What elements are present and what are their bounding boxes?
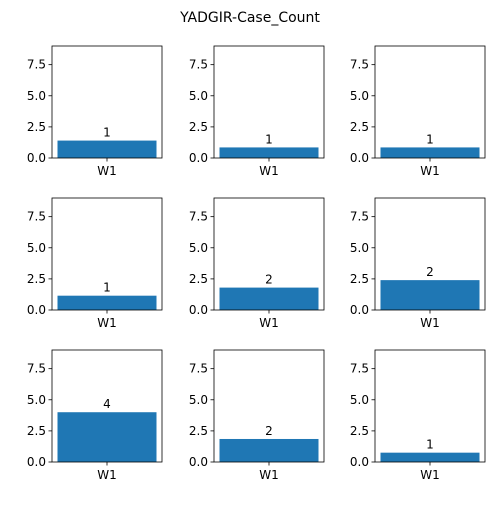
y-tick-label: 7.5 — [350, 210, 369, 224]
y-tick-label: 7.5 — [27, 58, 46, 72]
y-tick-label: 5.0 — [189, 393, 208, 407]
y-tick-label: 0.0 — [350, 151, 369, 165]
y-tick-label: 2.5 — [350, 120, 369, 134]
y-tick-label: 5.0 — [189, 241, 208, 255]
x-tick-label: W1 — [97, 164, 117, 178]
y-tick-label: 2.5 — [350, 424, 369, 438]
y-tick-label: 0.0 — [350, 303, 369, 317]
y-tick-label: 2.5 — [189, 424, 208, 438]
subplot-9: 1 0.0 2.5 5.0 7.5 W1 — [350, 349, 486, 482]
y-tick-label: 0.0 — [189, 151, 208, 165]
bar-value-label: 4 — [103, 397, 111, 411]
bar-w1 — [380, 147, 480, 158]
y-tick-label: 7.5 — [27, 210, 46, 224]
bar-value-label: 1 — [426, 132, 434, 146]
x-tick-label: W1 — [97, 316, 117, 330]
bar-value-label: 2 — [265, 273, 273, 287]
x-tick-label: W1 — [97, 468, 117, 482]
y-tick-label: 5.0 — [27, 89, 46, 103]
y-tick-label: 0.0 — [350, 455, 369, 469]
bar-value-label: 2 — [426, 265, 434, 279]
y-tick-label: 2.5 — [189, 120, 208, 134]
y-tick-label: 7.5 — [189, 210, 208, 224]
y-tick-label: 7.5 — [350, 58, 369, 72]
y-tick-label: 7.5 — [27, 362, 46, 376]
y-tick-label: 5.0 — [27, 393, 46, 407]
bar-value-label: 1 — [103, 126, 111, 140]
y-tick-label: 2.5 — [27, 272, 46, 286]
chart-title: YADGIR-Case_Count — [179, 10, 320, 26]
bar-value-label: 1 — [426, 438, 434, 452]
bar-w1 — [219, 438, 319, 462]
y-tick-label: 2.5 — [350, 272, 369, 286]
x-tick-label: W1 — [420, 316, 440, 330]
subplot-grid: 1 0.0 2.5 5.0 7.5 W1 1 0.0 2.5 5.0 7.5 W1 1 0.0 2.5 5.0… — [27, 45, 486, 482]
subplot-1: 1 0.0 2.5 5.0 7.5 W1 — [27, 45, 163, 178]
bar-value-label: 1 — [103, 281, 111, 295]
subplot-2: 1 0.0 2.5 5.0 7.5 W1 — [189, 45, 325, 178]
bar-w1 — [219, 287, 319, 310]
x-tick-label: W1 — [259, 316, 279, 330]
y-tick-label: 0.0 — [27, 455, 46, 469]
x-tick-label: W1 — [420, 468, 440, 482]
subplot-5: 2 0.0 2.5 5.0 7.5 W1 — [189, 197, 325, 330]
y-tick-label: 5.0 — [350, 393, 369, 407]
y-tick-label: 0.0 — [189, 303, 208, 317]
subplot-6: 2 0.0 2.5 5.0 7.5 W1 — [350, 197, 486, 330]
bar-value-label: 1 — [265, 132, 273, 146]
y-tick-label: 2.5 — [27, 424, 46, 438]
x-tick-label: W1 — [259, 164, 279, 178]
bar-w1 — [219, 147, 319, 158]
y-tick-label: 0.0 — [27, 303, 46, 317]
bar-w1 — [57, 412, 157, 462]
subplot-8: 2 0.0 2.5 5.0 7.5 W1 — [189, 349, 325, 482]
y-tick-label: 5.0 — [189, 89, 208, 103]
bar-value-label: 2 — [265, 424, 273, 438]
bar-w1 — [380, 280, 480, 310]
y-tick-label: 0.0 — [27, 151, 46, 165]
y-tick-label: 7.5 — [350, 362, 369, 376]
y-tick-label: 2.5 — [189, 272, 208, 286]
subplot-3: 1 0.0 2.5 5.0 7.5 W1 — [350, 45, 486, 178]
y-tick-label: 5.0 — [27, 241, 46, 255]
subplot-4: 1 0.0 2.5 5.0 7.5 W1 — [27, 197, 163, 330]
y-tick-label: 5.0 — [350, 89, 369, 103]
y-tick-label: 2.5 — [27, 120, 46, 134]
x-tick-label: W1 — [420, 164, 440, 178]
y-tick-label: 5.0 — [350, 241, 369, 255]
y-tick-label: 0.0 — [189, 455, 208, 469]
bar-w1 — [57, 140, 157, 158]
bar-w1 — [380, 452, 480, 462]
subplot-7: 4 0.0 2.5 5.0 7.5 W1 — [27, 349, 163, 482]
x-tick-label: W1 — [259, 468, 279, 482]
bar-w1 — [57, 295, 157, 310]
y-tick-label: 7.5 — [189, 58, 208, 72]
y-tick-label: 7.5 — [189, 362, 208, 376]
